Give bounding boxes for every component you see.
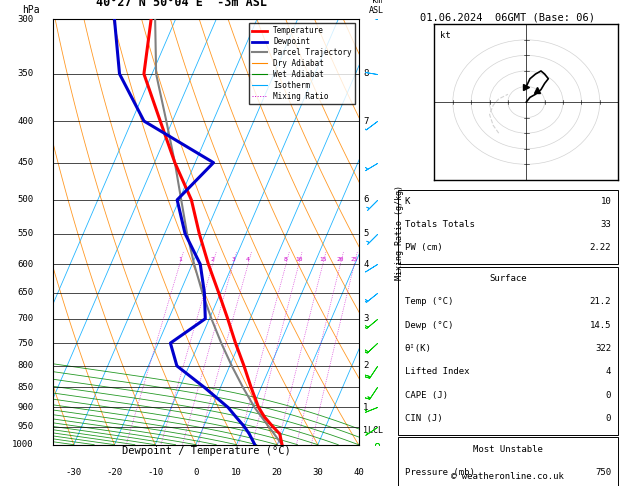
Text: 1000: 1000 (12, 440, 33, 449)
Bar (398, 267, 618, 435)
Text: 8: 8 (363, 69, 369, 78)
Text: 3: 3 (231, 257, 235, 262)
Text: 10: 10 (601, 197, 611, 206)
Text: -20: -20 (106, 468, 123, 477)
Text: CAPE (J): CAPE (J) (404, 391, 448, 399)
Text: kt: kt (440, 31, 451, 39)
Legend: Temperature, Dewpoint, Parcel Trajectory, Dry Adiabat, Wet Adiabat, Isotherm, Mi: Temperature, Dewpoint, Parcel Trajectory… (248, 23, 355, 104)
Text: 4: 4 (246, 257, 250, 262)
Text: 1LCL: 1LCL (363, 426, 383, 435)
Text: 01.06.2024  06GMT (Base: 06): 01.06.2024 06GMT (Base: 06) (420, 12, 596, 22)
Text: 10: 10 (231, 468, 242, 477)
Text: K: K (404, 197, 410, 206)
Text: 322: 322 (595, 344, 611, 353)
Text: Mixing Ratio (g/kg): Mixing Ratio (g/kg) (395, 185, 404, 279)
Text: 2: 2 (211, 257, 214, 262)
Text: Totals Totals: Totals Totals (404, 220, 474, 229)
Text: Temp (°C): Temp (°C) (404, 297, 453, 306)
Text: 7: 7 (363, 117, 369, 125)
Text: 300: 300 (18, 15, 33, 24)
Text: PW (cm): PW (cm) (404, 243, 442, 252)
Text: 21.2: 21.2 (590, 297, 611, 306)
Text: Most Unstable: Most Unstable (473, 445, 543, 453)
Text: Pressure (mb): Pressure (mb) (404, 468, 474, 477)
Text: -10: -10 (147, 468, 163, 477)
Text: 2.22: 2.22 (590, 243, 611, 252)
Text: 3: 3 (363, 314, 369, 323)
Text: 4: 4 (363, 260, 369, 269)
Text: 800: 800 (18, 362, 33, 370)
Text: 25: 25 (350, 257, 358, 262)
Bar (398, 190, 618, 264)
Text: 2: 2 (363, 362, 369, 370)
Text: 0: 0 (606, 391, 611, 399)
Text: 950: 950 (18, 422, 33, 431)
Text: 20: 20 (272, 468, 282, 477)
Text: 14.5: 14.5 (590, 321, 611, 330)
Text: Lifted Index: Lifted Index (404, 367, 469, 376)
Text: 400: 400 (18, 117, 33, 125)
Text: 15: 15 (319, 257, 326, 262)
Text: © weatheronline.co.uk: © weatheronline.co.uk (452, 472, 564, 481)
Text: 30: 30 (313, 468, 323, 477)
Text: 0: 0 (193, 468, 199, 477)
Text: 450: 450 (18, 158, 33, 167)
Text: 6: 6 (363, 195, 369, 205)
Text: 1: 1 (178, 257, 182, 262)
Text: 700: 700 (18, 314, 33, 323)
Text: 8: 8 (284, 257, 288, 262)
Text: 750: 750 (595, 468, 611, 477)
Text: 600: 600 (18, 260, 33, 269)
Text: 33: 33 (601, 220, 611, 229)
Text: 10: 10 (295, 257, 303, 262)
Text: 500: 500 (18, 195, 33, 205)
Text: 40°27'N 50°04'E  -3m ASL: 40°27'N 50°04'E -3m ASL (96, 0, 267, 9)
Text: hPa: hPa (22, 5, 40, 15)
Text: 20: 20 (337, 257, 344, 262)
Text: 900: 900 (18, 403, 33, 412)
Text: Surface: Surface (489, 274, 526, 283)
Text: 750: 750 (18, 339, 33, 347)
Text: θᴵ(K): θᴵ(K) (404, 344, 431, 353)
Text: 650: 650 (18, 288, 33, 297)
Text: 350: 350 (18, 69, 33, 78)
Text: 850: 850 (18, 383, 33, 392)
Text: Dewp (°C): Dewp (°C) (404, 321, 453, 330)
Text: -30: -30 (66, 468, 82, 477)
Text: km
ASL: km ASL (369, 0, 384, 15)
Bar (398, 437, 618, 486)
Text: 5: 5 (363, 229, 369, 238)
Text: 4: 4 (606, 367, 611, 376)
Text: 0: 0 (606, 414, 611, 423)
Text: CIN (J): CIN (J) (404, 414, 442, 423)
Text: 550: 550 (18, 229, 33, 238)
X-axis label: Dewpoint / Temperature (°C): Dewpoint / Temperature (°C) (121, 446, 291, 456)
Text: 40: 40 (353, 468, 364, 477)
Text: 1: 1 (363, 403, 369, 412)
